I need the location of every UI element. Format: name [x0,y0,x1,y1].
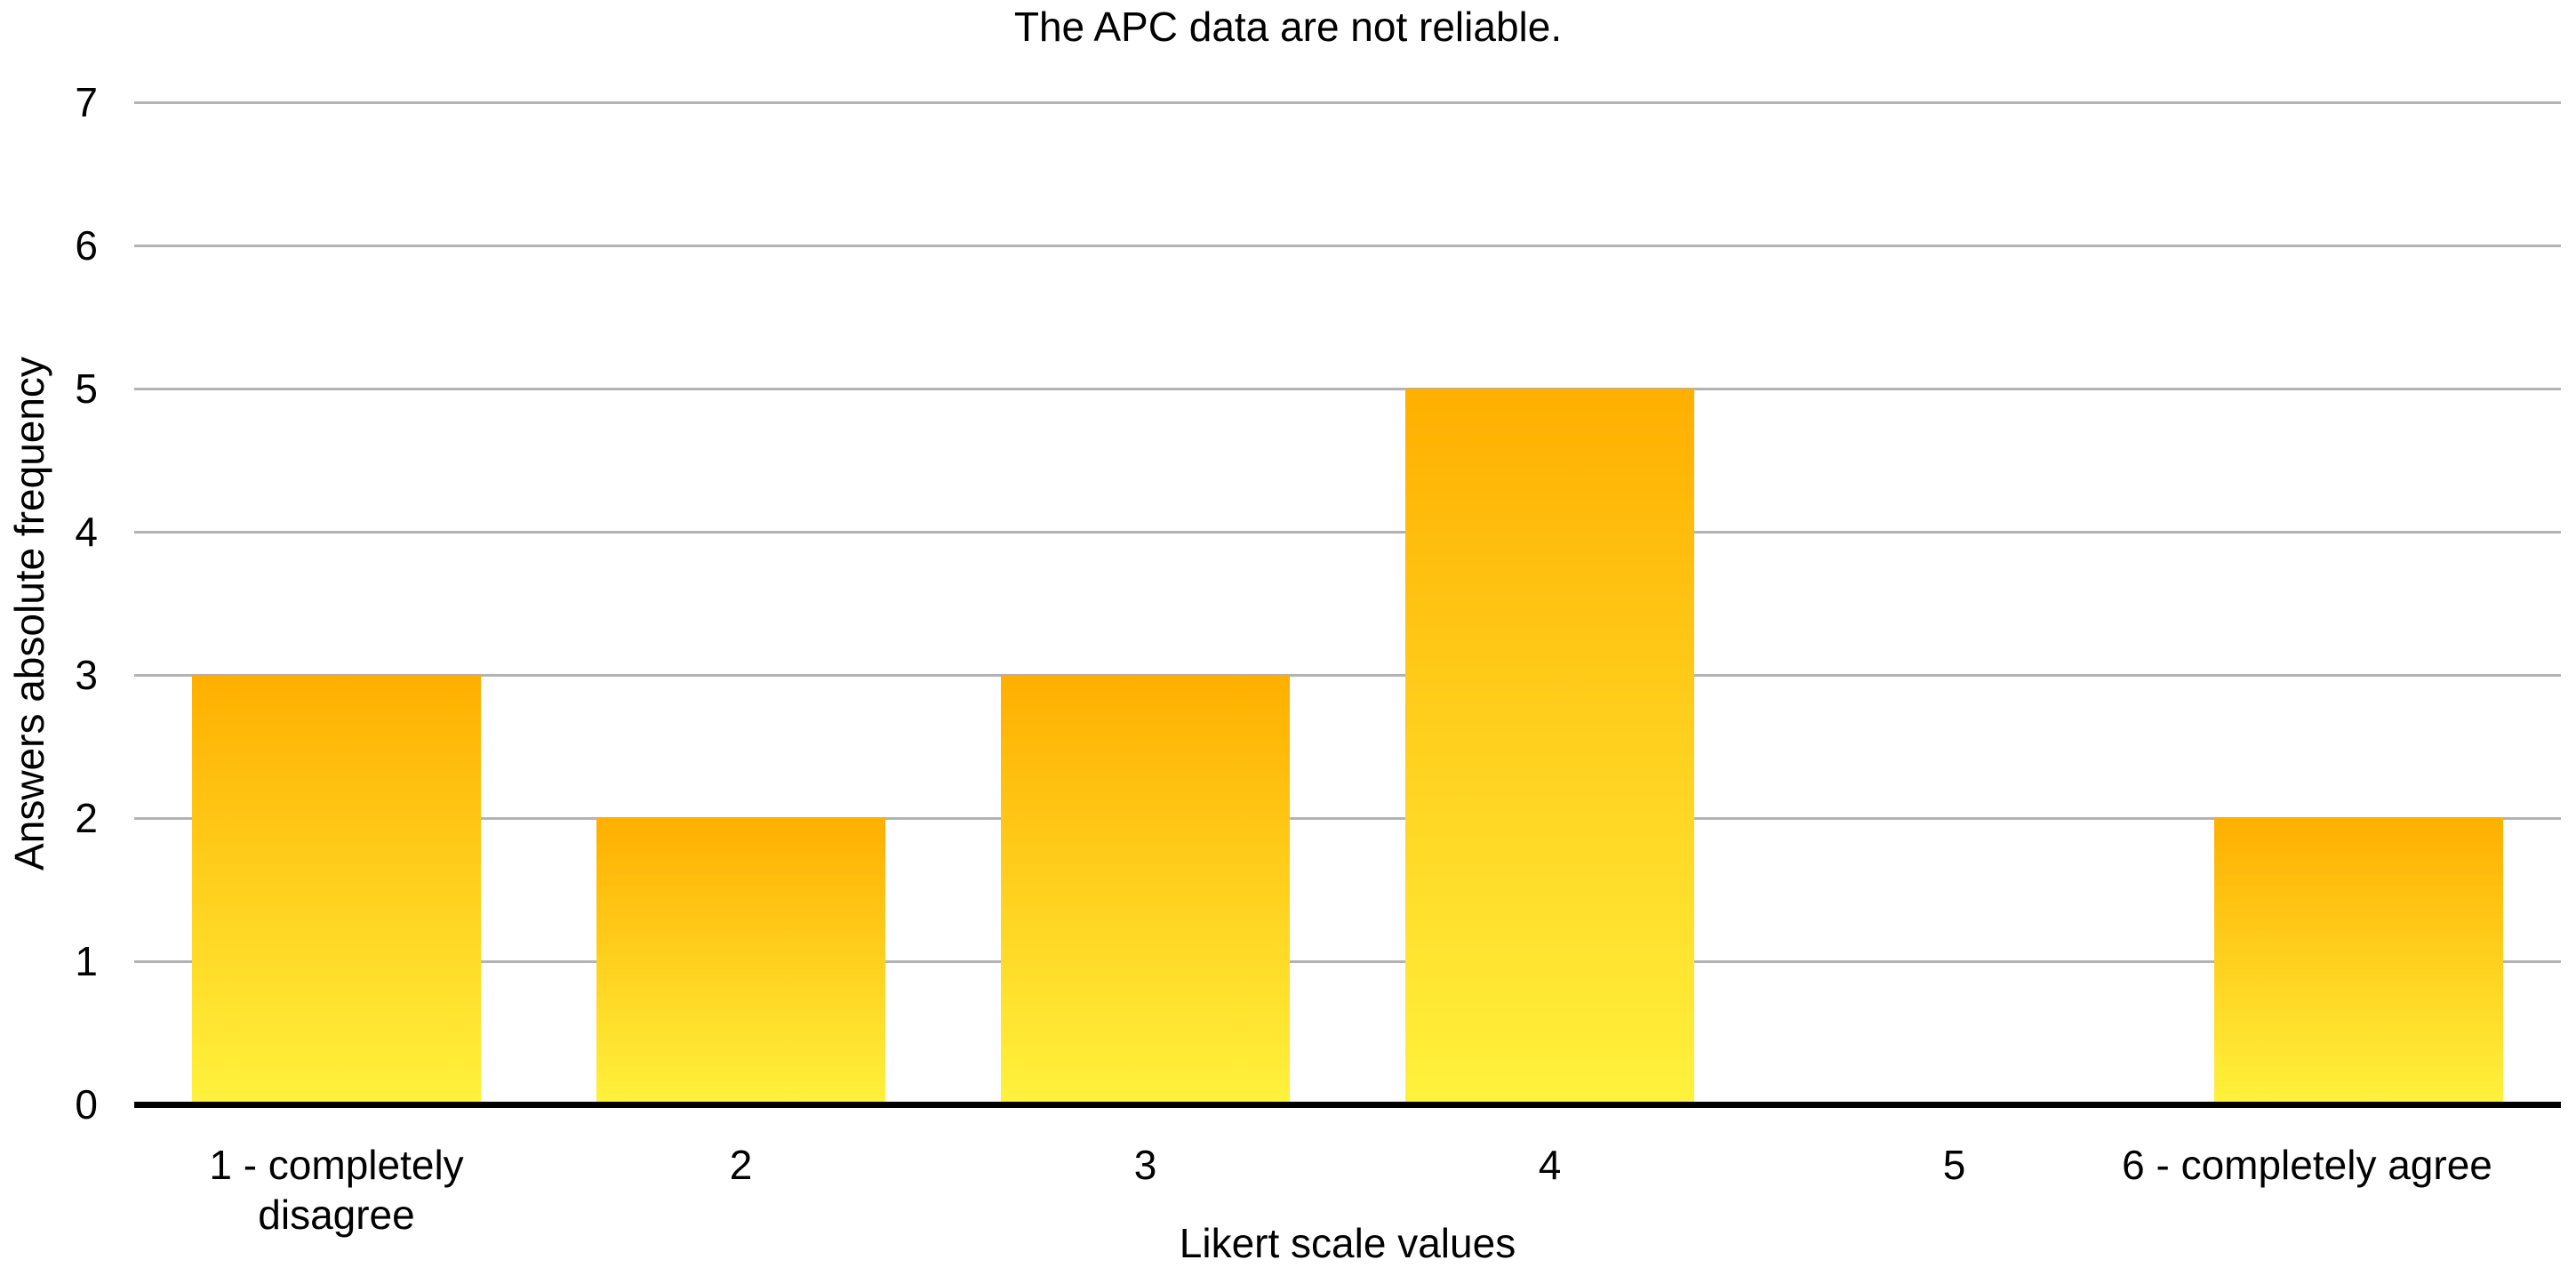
chart-title: The APC data are not reliable. [1013,4,1563,50]
y-tick-label: 1 [75,938,98,984]
gridline [134,817,2561,820]
y-tick-label: 7 [75,79,98,125]
x-axis-line [134,1102,2561,1108]
x-axis-tick-labels: 1 - completely disagree 2 3 4 5 6 - completel… [134,1140,2561,1240]
gridline [134,388,2561,390]
x-tick-label: 1 - completely disagree [209,1142,464,1238]
gridline [134,960,2561,963]
bar [191,675,481,1104]
gridline [134,674,2561,677]
x-tick-label: 3 [1133,1142,1157,1188]
y-tick-label: 0 [75,1081,98,1128]
bar [1000,675,1290,1104]
y-tick-label: 2 [75,795,98,841]
gridline [134,531,2561,534]
y-axis-ticks: 0 1 2 3 4 5 6 7 [0,79,98,1128]
x-tick-label: 4 [1538,1142,1562,1188]
y-tick-label: 4 [75,509,98,555]
y-tick-label: 6 [75,221,98,269]
x-tick-label: 2 [729,1142,753,1188]
y-tick-label: 5 [75,365,98,412]
gridline [134,101,2561,104]
x-axis-title: Likert scale values [1179,1220,1516,1266]
gridline [134,245,2561,247]
plot-area [134,101,2561,1108]
bar [596,818,885,1104]
bar [2213,818,2503,1104]
y-tick-label: 3 [75,651,98,698]
x-tick-label: 6 - completely agree [2122,1142,2492,1188]
x-tick-label: 5 [1942,1142,1966,1188]
bar [1404,389,1694,1104]
